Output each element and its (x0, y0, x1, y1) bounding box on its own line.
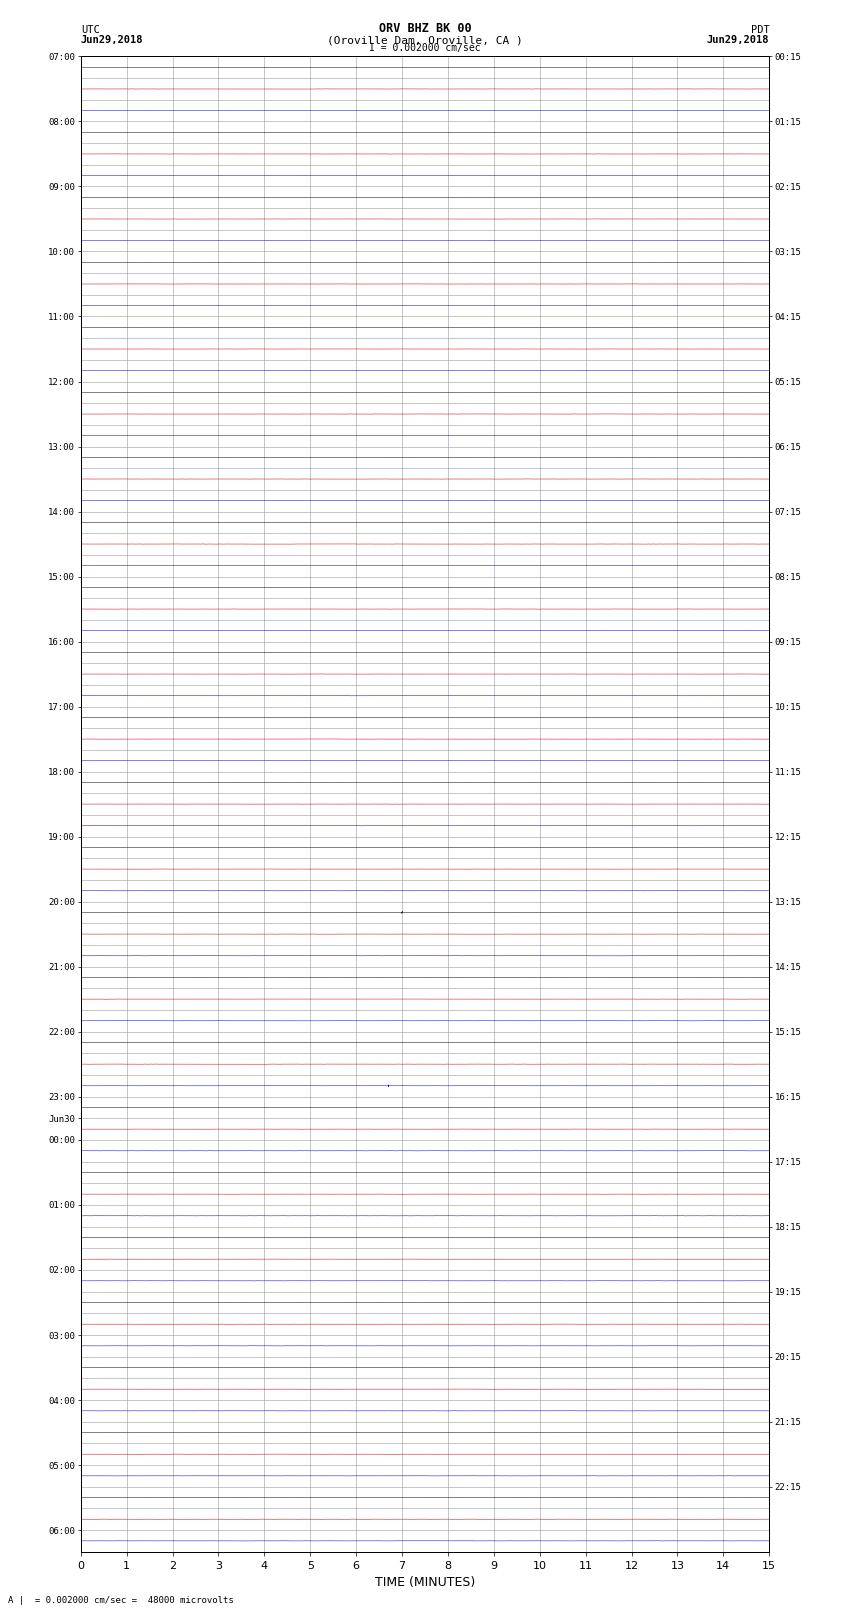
Text: Jun29,2018: Jun29,2018 (81, 35, 144, 45)
Text: PDT: PDT (751, 24, 769, 35)
Text: UTC: UTC (81, 24, 99, 35)
Text: I = 0.002000 cm/sec: I = 0.002000 cm/sec (369, 44, 481, 53)
Text: (Oroville Dam, Oroville, CA ): (Oroville Dam, Oroville, CA ) (327, 35, 523, 45)
Text: A |  = 0.002000 cm/sec =  48000 microvolts: A | = 0.002000 cm/sec = 48000 microvolts (8, 1595, 235, 1605)
X-axis label: TIME (MINUTES): TIME (MINUTES) (375, 1576, 475, 1589)
Text: ORV BHZ BK 00: ORV BHZ BK 00 (379, 21, 471, 35)
Text: Jun29,2018: Jun29,2018 (706, 35, 769, 45)
